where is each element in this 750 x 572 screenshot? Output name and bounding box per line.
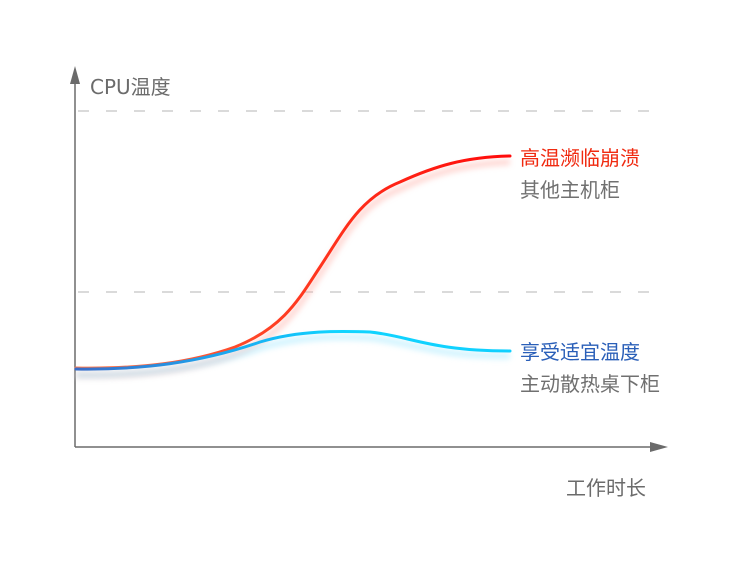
cool-series-line: [74, 329, 512, 371]
y-axis-arrow-icon: [70, 66, 80, 84]
hot-series-title: 高温濒临崩溃: [520, 146, 640, 170]
x-axis-label: 工作时长: [566, 476, 646, 500]
x-axis-arrow-icon: [650, 442, 668, 452]
y-axis-label: CPU温度: [90, 75, 171, 99]
hot-series-line: [74, 154, 512, 370]
cool-series-subtitle: 主动散热桌下柜: [520, 372, 660, 396]
cool-series-title: 享受适宜温度: [520, 340, 640, 364]
hot-series-subtitle: 其他主机柜: [520, 178, 620, 202]
